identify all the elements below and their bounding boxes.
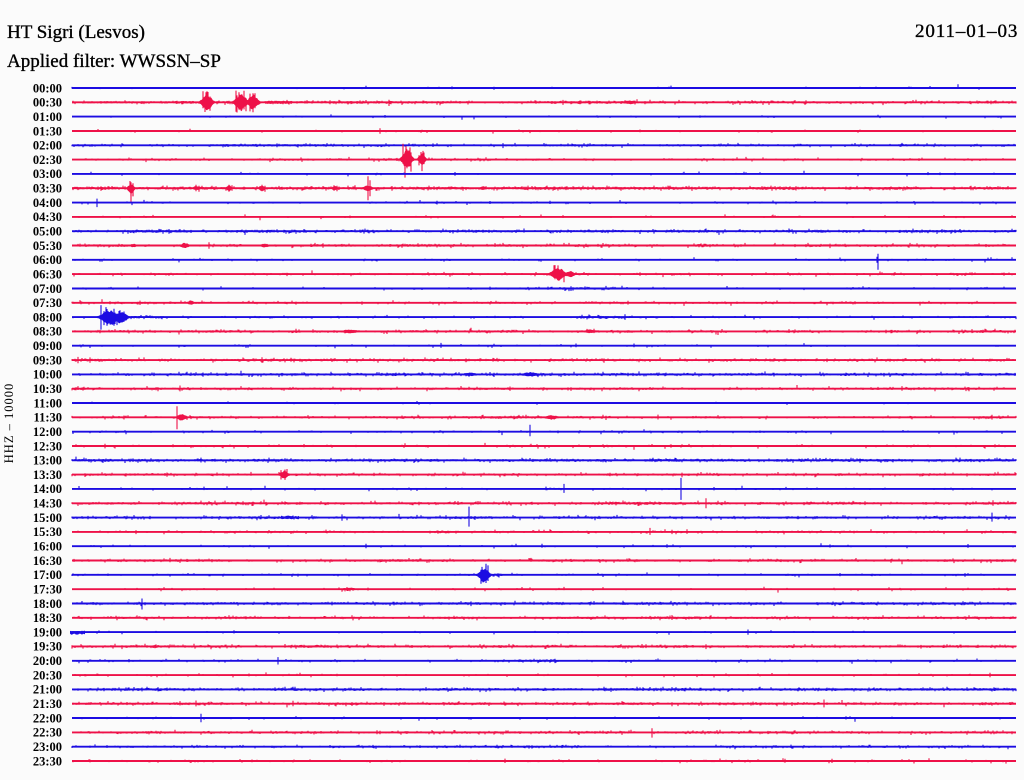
svg-text:01:00: 01:00 bbox=[33, 110, 62, 124]
svg-text:03:00: 03:00 bbox=[33, 167, 62, 181]
svg-text:05:30: 05:30 bbox=[33, 239, 62, 253]
svg-text:19:30: 19:30 bbox=[33, 640, 62, 654]
svg-text:04:00: 04:00 bbox=[33, 196, 62, 210]
svg-text:2011–01–03: 2011–01–03 bbox=[915, 21, 1018, 42]
svg-text:14:30: 14:30 bbox=[33, 497, 62, 511]
svg-text:00:00: 00:00 bbox=[33, 81, 62, 95]
svg-text:09:00: 09:00 bbox=[33, 339, 62, 353]
svg-text:Applied filter: WWSSN–SP: Applied filter: WWSSN–SP bbox=[7, 51, 221, 72]
svg-text:22:30: 22:30 bbox=[33, 726, 62, 740]
svg-text:17:30: 17:30 bbox=[33, 583, 62, 597]
svg-text:HT Sigri (Lesvos): HT Sigri (Lesvos) bbox=[7, 22, 145, 43]
svg-text:23:30: 23:30 bbox=[33, 754, 62, 768]
svg-text:22:00: 22:00 bbox=[33, 711, 62, 725]
svg-text:20:00: 20:00 bbox=[33, 654, 62, 668]
svg-text:07:30: 07:30 bbox=[33, 296, 62, 310]
svg-text:12:00: 12:00 bbox=[33, 425, 62, 439]
svg-text:11:30: 11:30 bbox=[34, 411, 62, 425]
svg-text:13:00: 13:00 bbox=[33, 454, 62, 468]
svg-text:13:30: 13:30 bbox=[33, 468, 62, 482]
svg-text:02:00: 02:00 bbox=[33, 139, 62, 153]
svg-text:16:00: 16:00 bbox=[33, 540, 62, 554]
svg-text:09:30: 09:30 bbox=[33, 353, 62, 367]
svg-text:21:00: 21:00 bbox=[33, 683, 62, 697]
svg-text:10:30: 10:30 bbox=[33, 382, 62, 396]
svg-text:05:00: 05:00 bbox=[33, 225, 62, 239]
svg-text:10:00: 10:00 bbox=[33, 368, 62, 382]
svg-text:06:00: 06:00 bbox=[33, 253, 62, 267]
svg-text:07:00: 07:00 bbox=[33, 282, 62, 296]
svg-text:08:00: 08:00 bbox=[33, 310, 62, 324]
svg-text:18:30: 18:30 bbox=[33, 611, 62, 625]
svg-text:20:30: 20:30 bbox=[33, 668, 62, 682]
svg-text:21:30: 21:30 bbox=[33, 697, 62, 711]
svg-text:15:00: 15:00 bbox=[33, 511, 62, 525]
svg-text:HHZ – 10000: HHZ – 10000 bbox=[2, 383, 16, 463]
svg-text:06:30: 06:30 bbox=[33, 267, 62, 281]
svg-text:11:00: 11:00 bbox=[34, 396, 62, 410]
svg-text:04:30: 04:30 bbox=[33, 210, 62, 224]
svg-text:02:30: 02:30 bbox=[33, 153, 62, 167]
svg-text:03:30: 03:30 bbox=[33, 182, 62, 196]
svg-text:12:30: 12:30 bbox=[33, 439, 62, 453]
svg-text:17:00: 17:00 bbox=[33, 568, 62, 582]
svg-text:18:00: 18:00 bbox=[33, 597, 62, 611]
svg-text:08:30: 08:30 bbox=[33, 325, 62, 339]
svg-text:23:00: 23:00 bbox=[33, 740, 62, 754]
svg-text:01:30: 01:30 bbox=[33, 124, 62, 138]
svg-text:15:30: 15:30 bbox=[33, 525, 62, 539]
svg-text:19:00: 19:00 bbox=[33, 625, 62, 639]
svg-text:14:00: 14:00 bbox=[33, 482, 62, 496]
svg-text:00:30: 00:30 bbox=[33, 96, 62, 110]
svg-text:16:30: 16:30 bbox=[33, 554, 62, 568]
